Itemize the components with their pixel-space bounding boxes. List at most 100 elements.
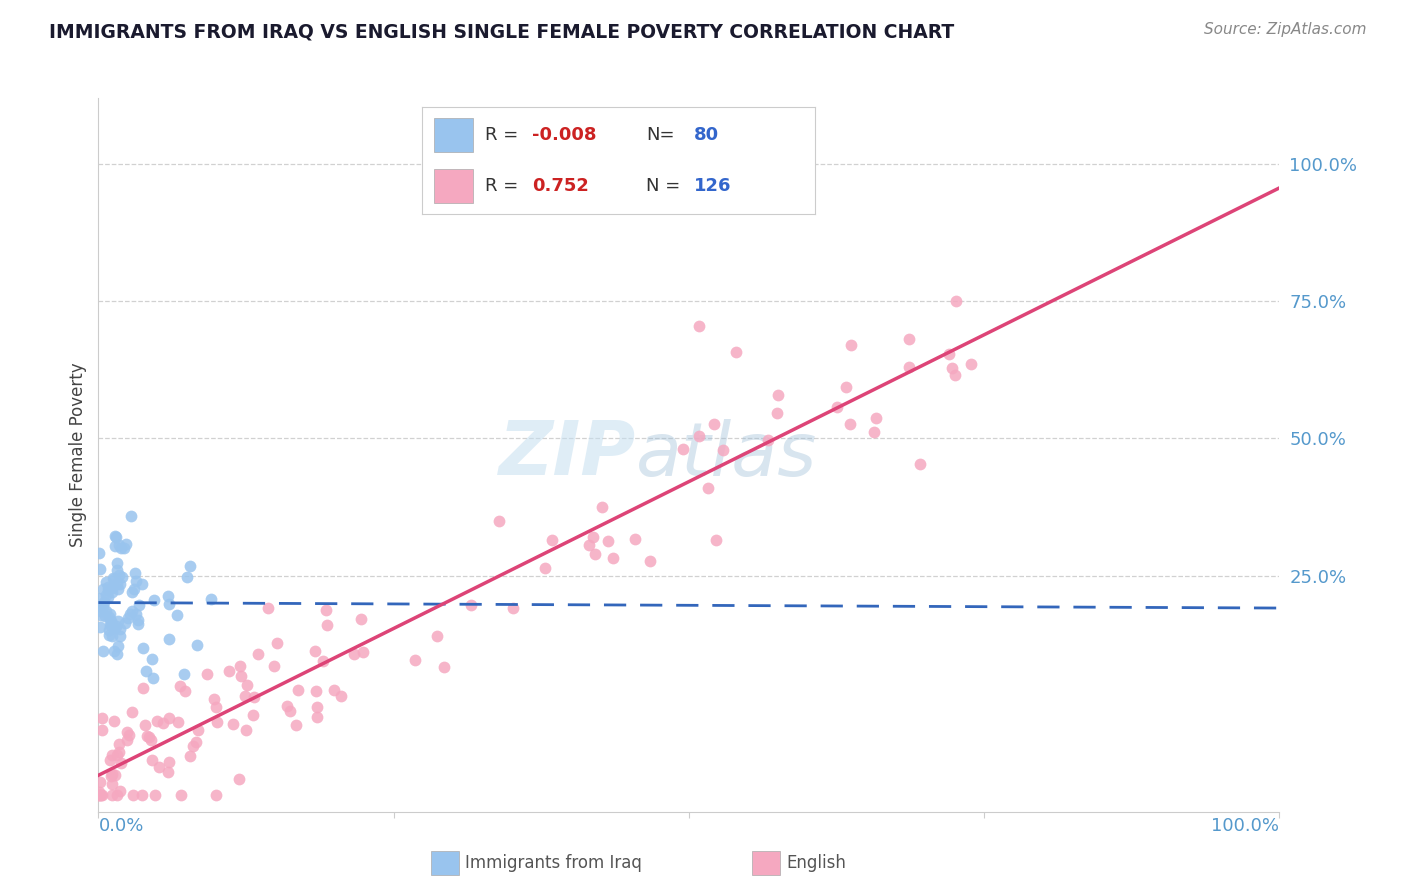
Point [176, 570, 198, 584]
Point [502, 600, 524, 615]
Point [152, 716, 174, 731]
Point [173, 684, 195, 698]
Point [278, 705, 301, 719]
Point [110, 622, 132, 636]
Text: 80: 80 [693, 126, 718, 144]
Point [89, 620, 111, 634]
Point [159, 711, 181, 725]
Point [125, 607, 148, 621]
Point [98, 618, 121, 632]
Point [591, 500, 613, 514]
Point [105, 748, 128, 763]
Point [98, 628, 121, 642]
Point [98, 610, 121, 624]
Point [108, 737, 131, 751]
Point [135, 665, 157, 679]
Point [235, 723, 257, 737]
Point [169, 679, 191, 693]
Point [756, 433, 779, 447]
Point [257, 601, 280, 615]
Point [187, 723, 209, 737]
Point [141, 753, 163, 767]
Point [266, 635, 288, 649]
Point [87, 591, 110, 606]
Point [179, 559, 201, 574]
Point [312, 654, 335, 668]
Point [205, 789, 228, 803]
Point [138, 730, 160, 744]
Point [704, 533, 727, 547]
Point [195, 667, 218, 681]
Text: Source: ZipAtlas.com: Source: ZipAtlas.com [1204, 22, 1367, 37]
Point [305, 710, 328, 724]
Point [426, 629, 449, 643]
Point [305, 683, 328, 698]
Point [218, 665, 240, 679]
Point [157, 756, 180, 770]
Point [141, 733, 163, 747]
Point [87, 789, 110, 803]
Point [104, 529, 127, 543]
Point [242, 708, 264, 723]
Bar [433, 118, 472, 152]
Point [671, 442, 693, 457]
Point [90, 599, 112, 613]
Point [322, 683, 344, 698]
Point [228, 772, 250, 786]
Point [173, 666, 195, 681]
Point [110, 629, 132, 643]
Point [186, 735, 208, 749]
Point [697, 481, 720, 495]
Point [910, 457, 932, 471]
Point [228, 659, 250, 673]
Point [117, 611, 139, 625]
Point [90, 607, 112, 622]
Point [243, 690, 266, 704]
Point [100, 789, 122, 803]
Point [276, 698, 298, 713]
Point [94, 604, 117, 618]
Point [100, 615, 122, 630]
Text: 0.0%: 0.0% [98, 817, 143, 835]
Point [115, 724, 138, 739]
Point [835, 380, 858, 394]
Point [121, 585, 143, 599]
Point [89, 789, 111, 803]
Point [120, 509, 142, 524]
Point [127, 613, 149, 627]
Point [98, 753, 121, 767]
Point [132, 641, 155, 656]
Point [97, 580, 120, 594]
Bar [430, 851, 458, 875]
Point [602, 551, 624, 566]
Point [91, 723, 114, 737]
Point [352, 645, 374, 659]
Point [246, 647, 269, 661]
Point [103, 643, 125, 657]
Point [578, 538, 600, 552]
Point [863, 425, 886, 439]
Point [148, 760, 170, 774]
Point [89, 546, 111, 560]
Point [110, 541, 132, 555]
Point [897, 359, 920, 374]
Point [101, 581, 124, 595]
Point [91, 599, 114, 613]
Point [141, 651, 163, 665]
Point [124, 566, 146, 580]
Point [107, 639, 129, 653]
Point [315, 602, 337, 616]
Point [711, 443, 734, 458]
Point [202, 692, 225, 706]
Point [284, 718, 307, 732]
Point [945, 294, 967, 309]
Point [104, 539, 127, 553]
Point [94, 575, 117, 590]
Point [157, 765, 180, 780]
Point [703, 417, 725, 431]
Point [105, 789, 128, 803]
Text: ZIP: ZIP [499, 418, 636, 491]
Point [103, 714, 125, 728]
Point [766, 388, 789, 402]
Point [90, 604, 112, 618]
